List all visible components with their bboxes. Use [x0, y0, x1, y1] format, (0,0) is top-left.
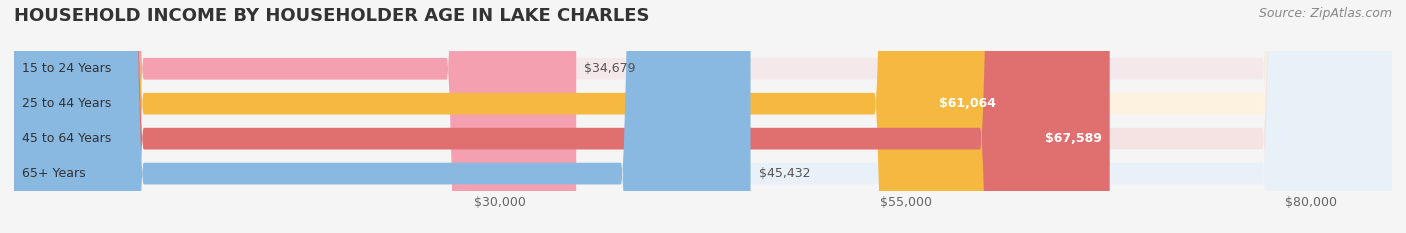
FancyBboxPatch shape — [14, 0, 1392, 233]
Text: 45 to 64 Years: 45 to 64 Years — [22, 132, 111, 145]
Text: $34,679: $34,679 — [585, 62, 636, 75]
FancyBboxPatch shape — [14, 0, 751, 233]
FancyBboxPatch shape — [14, 0, 576, 233]
Text: Source: ZipAtlas.com: Source: ZipAtlas.com — [1258, 7, 1392, 20]
Text: 15 to 24 Years: 15 to 24 Years — [22, 62, 111, 75]
FancyBboxPatch shape — [14, 0, 1109, 233]
Text: $45,432: $45,432 — [759, 167, 810, 180]
Text: HOUSEHOLD INCOME BY HOUSEHOLDER AGE IN LAKE CHARLES: HOUSEHOLD INCOME BY HOUSEHOLDER AGE IN L… — [14, 7, 650, 25]
Text: 25 to 44 Years: 25 to 44 Years — [22, 97, 111, 110]
Text: $61,064: $61,064 — [939, 97, 995, 110]
FancyBboxPatch shape — [14, 0, 1392, 233]
FancyBboxPatch shape — [14, 0, 1004, 233]
Text: 65+ Years: 65+ Years — [22, 167, 86, 180]
FancyBboxPatch shape — [14, 0, 1392, 233]
Text: $67,589: $67,589 — [1045, 132, 1101, 145]
FancyBboxPatch shape — [14, 0, 1392, 233]
